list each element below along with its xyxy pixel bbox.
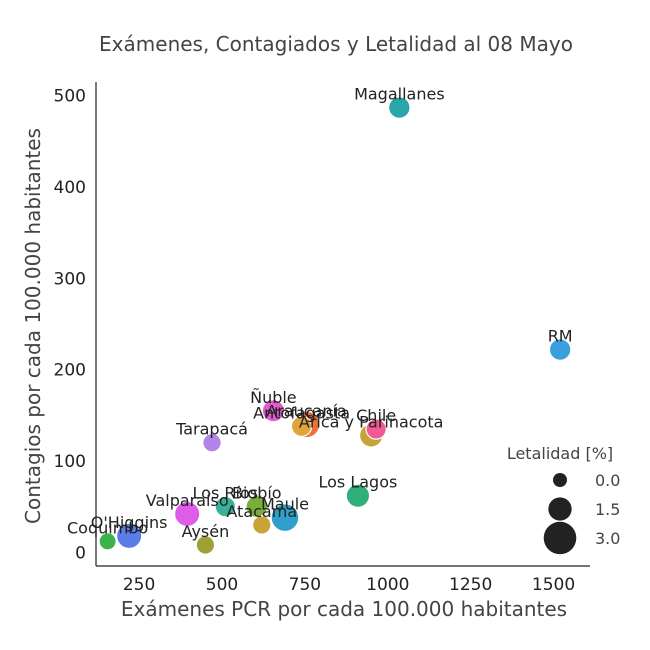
data-point-label: Tarapacá xyxy=(175,420,248,439)
data-point xyxy=(252,515,272,535)
data-point xyxy=(98,532,117,551)
data-point-label: O'Higgins xyxy=(91,513,168,532)
x-axis-label: Exámenes PCR por cada 100.000 habitantes xyxy=(121,597,567,621)
data-point-label: Maule xyxy=(261,495,309,514)
legend-size-marker xyxy=(553,473,567,487)
data-point-label: Ñuble xyxy=(250,388,297,407)
y-tick-label: 100 xyxy=(54,452,86,472)
y-tick-label: 500 xyxy=(54,87,86,107)
data-point-label: Antofagasta xyxy=(253,403,350,422)
data-point xyxy=(214,495,237,518)
legend-title: Letalidad [%] xyxy=(507,444,613,463)
data-point xyxy=(345,483,371,508)
legend: Letalidad [%] 0.0 1.5 3.0 xyxy=(507,444,620,555)
data-point-label: Valparaíso xyxy=(146,491,229,510)
data-point xyxy=(261,399,286,423)
x-tick-label: 1000 xyxy=(366,575,409,595)
data-point-label: Atacama xyxy=(226,502,297,521)
data-point xyxy=(173,500,201,528)
y-axis-label: Contagios por cada 100.000 habitantes xyxy=(21,128,45,524)
legend-size-label: 0.0 xyxy=(595,471,620,490)
data-point-label: Magallanes xyxy=(354,85,445,104)
x-tick-label: 750 xyxy=(289,575,321,595)
plot-area: 250 500 750 1000 1250 1500 0 100 200 300 400 500 Mag… xyxy=(54,82,590,595)
data-point-label: Los Lagos xyxy=(318,473,397,492)
data-point xyxy=(195,535,216,555)
data-point-label: Coquimbo xyxy=(67,518,148,537)
data-point xyxy=(388,96,411,119)
legend-size-marker xyxy=(548,497,572,521)
data-point xyxy=(290,415,313,437)
data-point-label: Biobío xyxy=(232,484,282,503)
chart-title: Exámenes, Contagiados y Letalidad al 08 … xyxy=(99,32,573,56)
data-point-label: Los Ríos xyxy=(193,484,259,503)
data-point xyxy=(270,503,300,533)
data-point-label: Chile xyxy=(356,406,396,425)
x-tick-label: 500 xyxy=(206,575,238,595)
legend-size-marker xyxy=(543,521,577,555)
data-point xyxy=(548,338,572,361)
x-tick-label: 1250 xyxy=(449,575,492,595)
legend-size-label: 3.0 xyxy=(595,529,620,548)
y-tick-label: 300 xyxy=(54,269,86,289)
data-point xyxy=(365,418,387,440)
data-point xyxy=(202,432,222,453)
x-tick-label: 250 xyxy=(123,575,155,595)
legend-size-label: 1.5 xyxy=(595,500,620,519)
data-point-label: Aysén xyxy=(182,522,230,541)
data-point-label: RM xyxy=(548,327,573,346)
y-tick-label: 0 xyxy=(75,543,86,563)
data-point-label: Araucanía xyxy=(266,401,346,420)
y-tick-label: 400 xyxy=(54,178,86,198)
x-tick-label: 1500 xyxy=(532,575,575,595)
y-tick-label: 200 xyxy=(54,361,86,381)
data-point-label: Arica y Parinacota xyxy=(299,412,444,431)
data-point xyxy=(115,522,143,550)
